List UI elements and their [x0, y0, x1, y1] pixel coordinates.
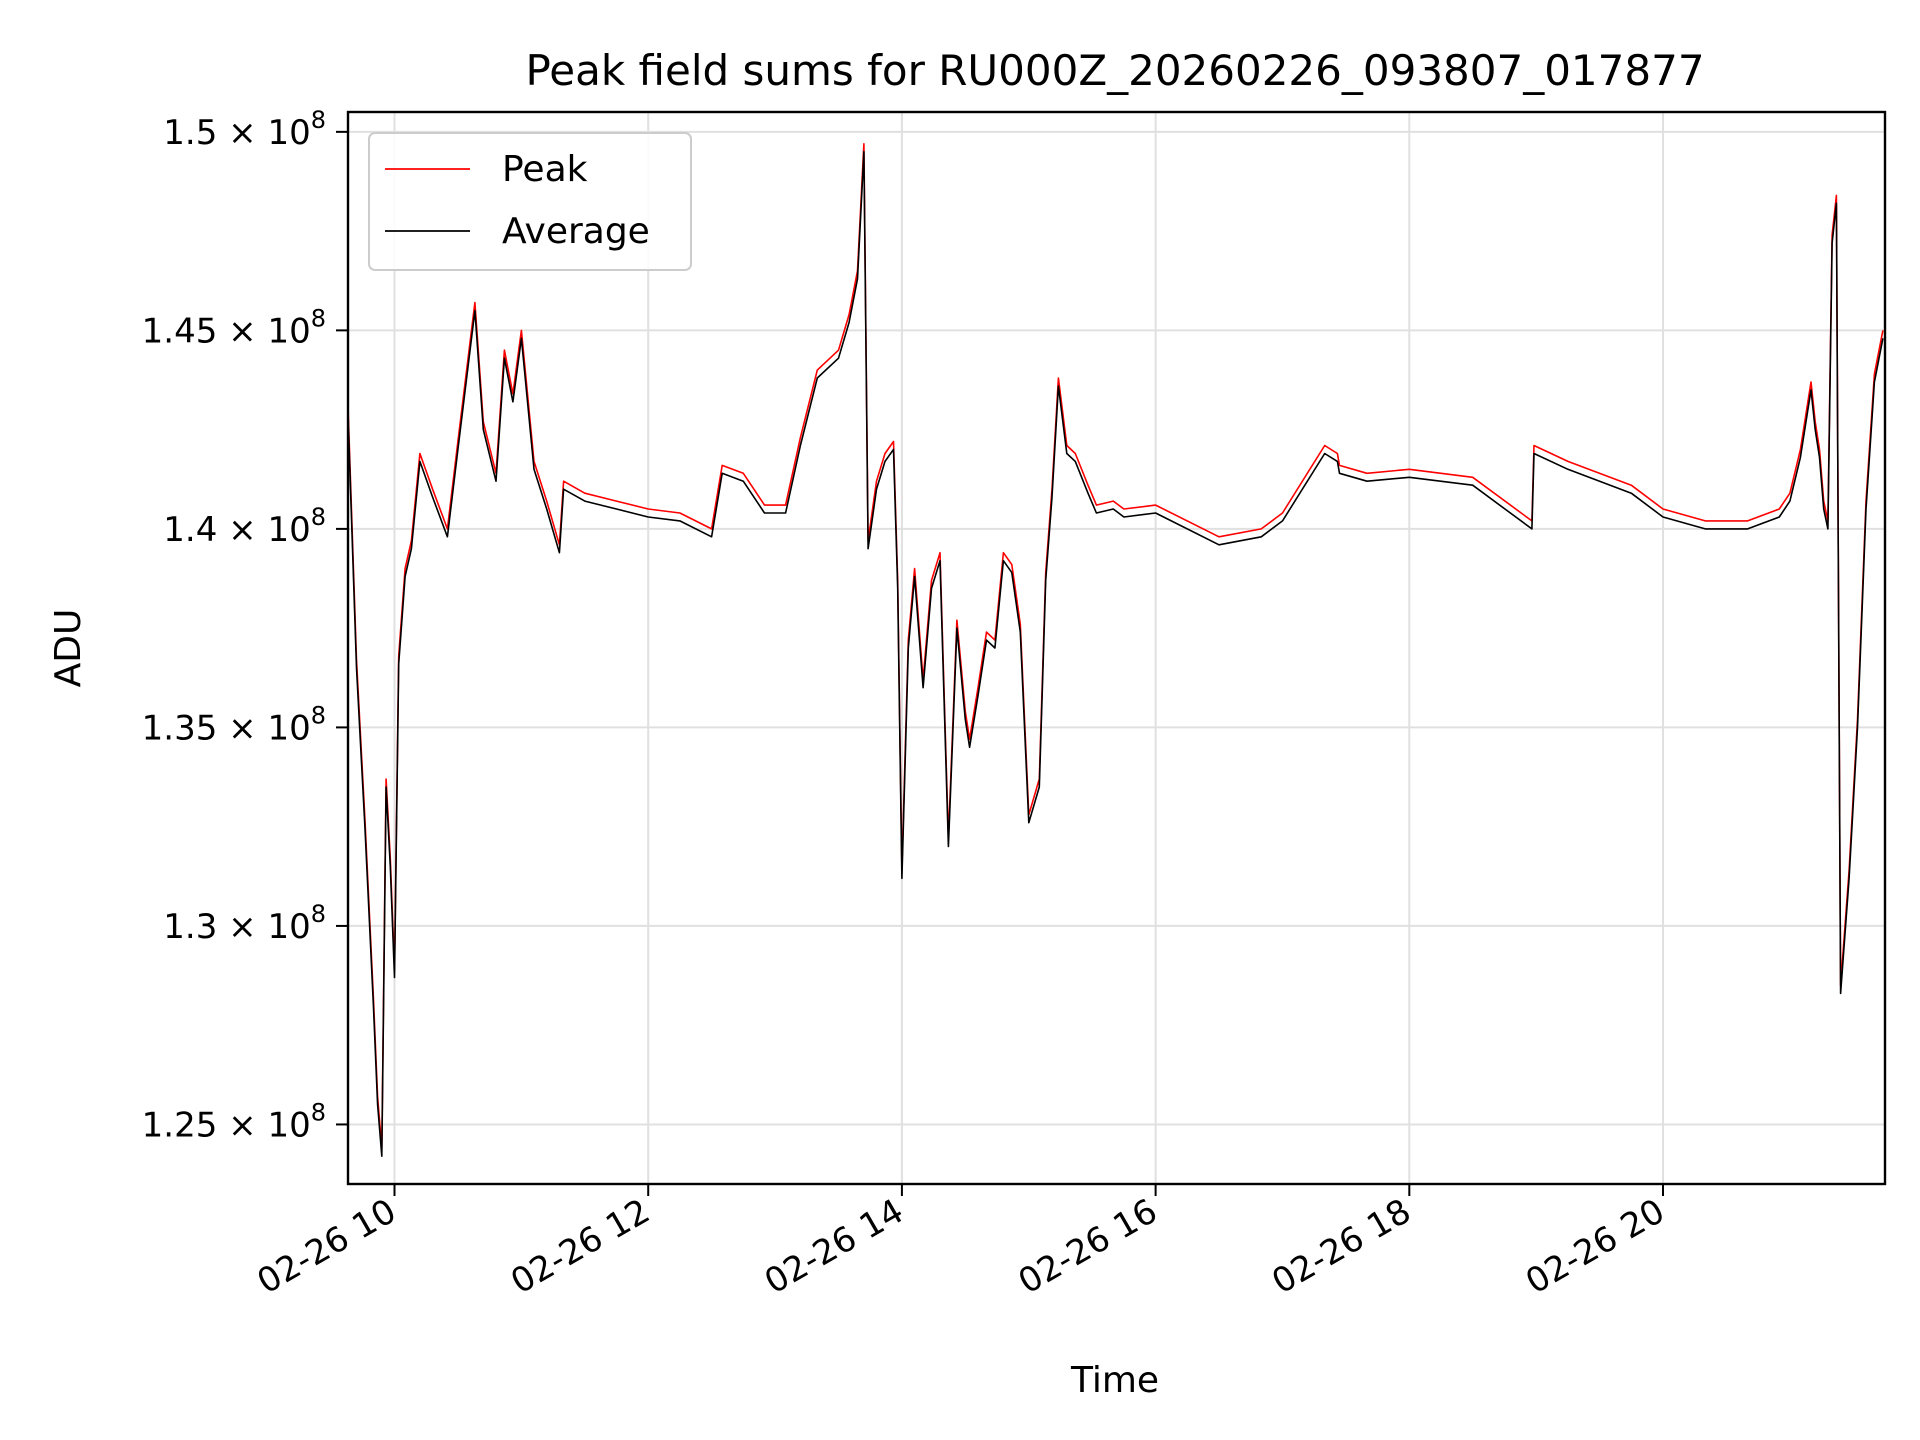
legend-label-peak: Peak [502, 149, 588, 190]
series-line-average [347, 150, 1884, 1157]
y-tick-label: 1.3 × 108 [163, 900, 326, 947]
plot-frame [346, 110, 1887, 1186]
y-tick-label: 1.35 × 108 [142, 701, 326, 748]
chart-title: Peak field sums for RU000Z_20260226_0938… [525, 46, 1704, 95]
y-tick-label: 1.4 × 108 [163, 503, 326, 550]
y-axis: 1.25 × 108 1.3 × 108 1.35 × 108 1.4 × 108 1.… [142, 106, 348, 1145]
legend-label-average: Average [502, 211, 650, 252]
legend-box [368, 132, 692, 271]
x-axis-label: Time [1070, 1360, 1159, 1401]
grid-lines [348, 112, 1885, 1184]
y-axis-label: ADU [48, 609, 89, 688]
y-tick-label: 1.25 × 108 [142, 1098, 326, 1145]
legend: Peak Average [368, 132, 692, 271]
y-tick-label: 1.5 × 108 [163, 106, 326, 153]
series-layer [347, 143, 1884, 1157]
y-tick-label: 1.45 × 108 [142, 304, 326, 351]
